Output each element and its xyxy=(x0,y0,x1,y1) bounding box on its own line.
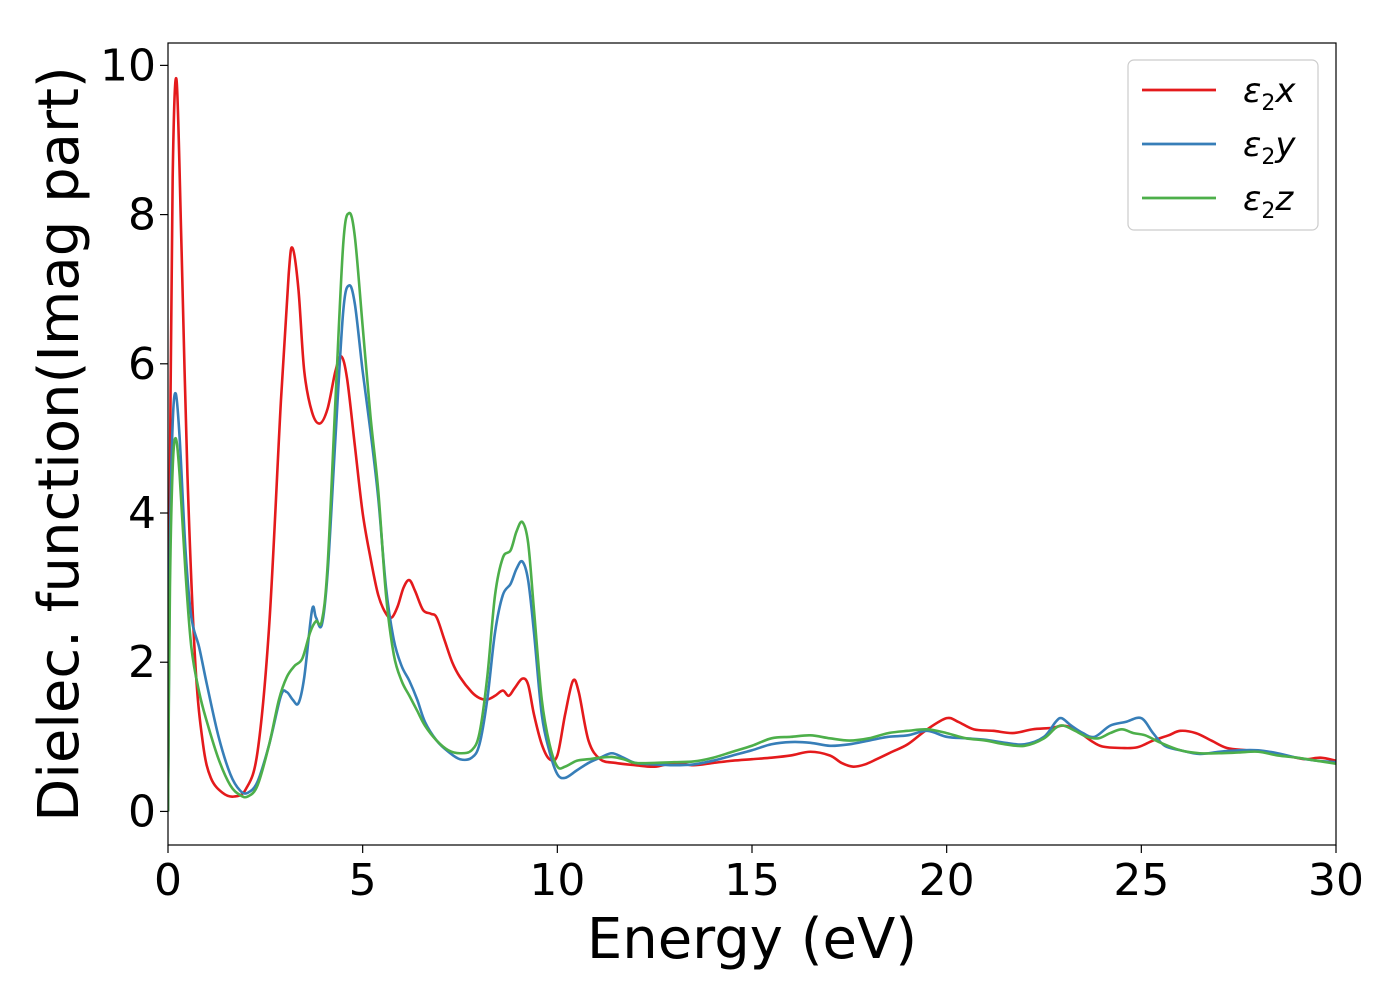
series-layer xyxy=(168,77,1336,812)
y-tick-label: 4 xyxy=(128,488,156,539)
y-tick-label: 2 xyxy=(128,637,156,688)
legend: ε2x ε2y ε2z xyxy=(1127,59,1319,231)
y-tick-label: 0 xyxy=(128,786,156,837)
y-axis: 0 2 4 6 8 10 xyxy=(100,40,168,837)
x-tick-label: 5 xyxy=(349,855,377,906)
series-line-eps2y xyxy=(168,284,1336,812)
legend-box xyxy=(1127,59,1319,231)
y-tick-label: 10 xyxy=(100,40,156,91)
x-tick-label: 10 xyxy=(529,855,585,906)
legend-label-eps2y: ε2y xyxy=(1243,125,1296,170)
x-axis-title: Energy (eV) xyxy=(587,907,917,972)
y-tick-label: 8 xyxy=(128,190,156,241)
y-axis-title: Dielec. function(Imag part) xyxy=(27,66,92,822)
x-tick-label: 20 xyxy=(919,855,975,906)
x-tick-label: 0 xyxy=(154,855,182,906)
x-axis: 0 5 10 15 20 25 30 xyxy=(154,845,1364,906)
legend-entries: ε2x ε2y ε2z xyxy=(1142,71,1296,224)
x-tick-label: 30 xyxy=(1308,855,1364,906)
x-tick-label: 25 xyxy=(1113,855,1169,906)
x-tick-label: 15 xyxy=(724,855,780,906)
series-line-eps2z xyxy=(168,211,1336,812)
legend-label-eps2z: ε2z xyxy=(1243,179,1294,224)
y-tick-label: 6 xyxy=(128,339,156,390)
legend-label-eps2x: ε2x xyxy=(1243,71,1296,116)
